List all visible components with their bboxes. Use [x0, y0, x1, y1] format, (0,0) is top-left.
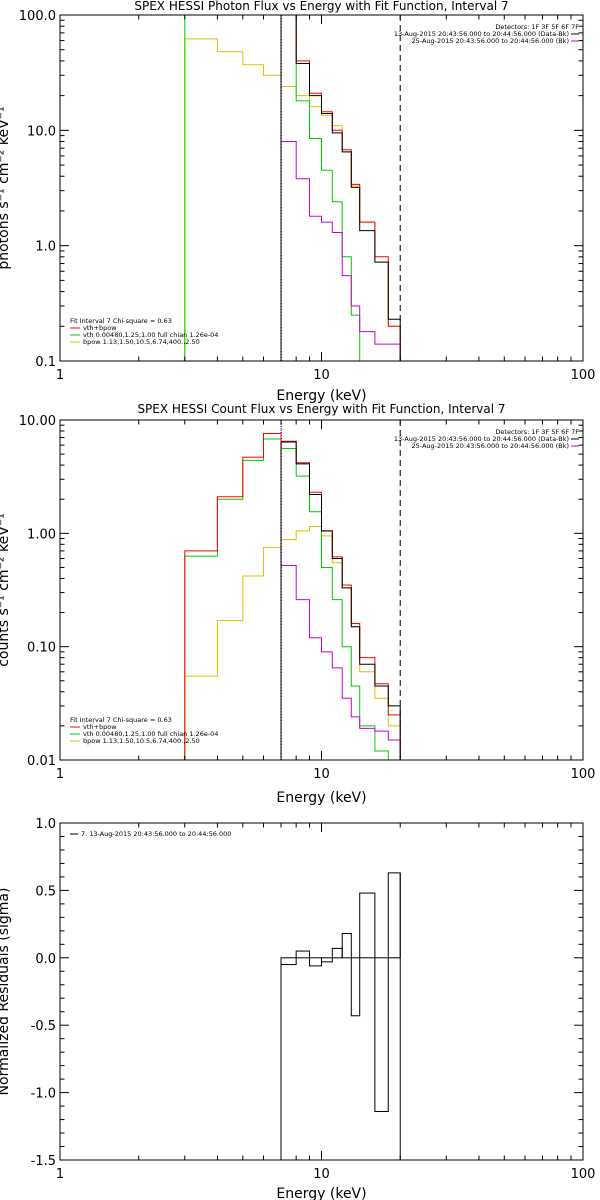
- series-bk: [280, 141, 401, 361]
- y-tick-label: -1.0: [31, 1087, 56, 1102]
- series-line: [184, 38, 401, 361]
- series-bpow: [184, 38, 401, 361]
- fit-info-legend: Fit Interval 7 Chi-square = 0.63vth+bpow…: [70, 716, 218, 745]
- series-data: [280, 441, 401, 760]
- y-tick-label: 10.0: [27, 124, 56, 139]
- y-tick-label: 1.0: [35, 240, 56, 255]
- fit-info-line: vth+bpow: [83, 324, 117, 332]
- y-tick-label: 0.10: [27, 641, 56, 656]
- residual-bar: [387, 872, 401, 959]
- series-line: [280, 441, 401, 760]
- series-bpow: [184, 526, 411, 761]
- fit-info-line: vth+bpow: [83, 723, 117, 731]
- x-tick-label: 1: [56, 767, 64, 782]
- y-tick-label: -0.5: [31, 1019, 56, 1034]
- series-line: [184, 433, 401, 760]
- fit-info-header: Fit Interval 7 Chi-square = 0.63: [70, 317, 172, 325]
- residual-bar: [341, 933, 352, 959]
- series-vth: [184, 438, 401, 761]
- y-tick-label: 0.0: [35, 952, 56, 967]
- residual-bar: [374, 957, 389, 1112]
- fit-info-line: bpow 1.13,1.50,10.5,6.74,400.,2.50: [83, 737, 200, 745]
- y-tick-label: 0.01: [27, 754, 56, 769]
- time-range-bk: 25-Aug-2015 20:43:56.000 to 20:44:56.000…: [412, 37, 569, 45]
- plot-area: [280, 872, 401, 1160]
- detectors-label: Detectors: 1F 3F 5F 6F 7F: [495, 428, 579, 436]
- plot-area: [280, 15, 401, 361]
- residual-bar: [295, 950, 311, 959]
- residual-legend: 7. 13-Aug-2015 20:43:56.000 to 20:44:56.…: [70, 830, 231, 838]
- series-vth-plus-bpow: [280, 14, 401, 361]
- x-tick-label: 100: [571, 1167, 596, 1182]
- series-data: [280, 14, 401, 361]
- y-tick-label: 10.00: [19, 414, 56, 429]
- x-axis-ticks: 1 10 100: [56, 15, 596, 383]
- fit-info-line: vth 0.00480,1.25,1.00 full chian 1.26e-0…: [83, 331, 218, 339]
- residual-bar: [321, 957, 333, 963]
- x-tick-label: 10: [313, 368, 330, 383]
- y-axis-ticks: -1.5 -1.0 -0.5 0.0 0.5 1.0: [31, 817, 583, 1169]
- y-axis-label: Normalized Residuals (sigma): [0, 888, 12, 1096]
- x-tick-label: 10: [313, 767, 330, 782]
- residual-bar: [350, 957, 361, 1017]
- y-axis-ticks: 0.01 0.10 1.00 10.00: [19, 414, 583, 769]
- chart-title: SPEX HESSI Count Flux vs Energy with Fit…: [137, 402, 505, 416]
- plot-frame: [59, 419, 584, 761]
- fit-info-legend: Fit Interval 7 Chi-square = 0.63vth+bpow…: [70, 317, 218, 346]
- y-tick-label: -1.5: [31, 1154, 56, 1169]
- x-tick-label: 100: [571, 368, 596, 383]
- y-tick-label: 1.0: [35, 817, 56, 832]
- residual-bar: [331, 947, 343, 959]
- y-tick-label: 100.0: [19, 9, 56, 24]
- series-vth-plus-bpow: [184, 433, 401, 760]
- series-line: [280, 565, 401, 760]
- time-range-data: 13-Aug-2015 20:43:56.000 to 20:44:56.000…: [394, 30, 569, 38]
- time-range-bk: 25-Aug-2015 20:43:56.000 to 20:44:56.000…: [412, 442, 569, 450]
- detectors-label: Detectors: 1F 3F 5F 6F 7F: [495, 23, 579, 31]
- series-vth: [184, 14, 401, 362]
- fit-info-line: vth 0.00480,1.25,1.00 full chian 1.26e-0…: [83, 730, 218, 738]
- x-tick-label: 10: [313, 1167, 330, 1182]
- series-line: [184, 14, 401, 362]
- series-bk: [280, 565, 401, 760]
- x-tick-label: 1: [56, 368, 64, 383]
- x-tick-label: 100: [571, 767, 596, 782]
- residual-bar: [280, 957, 297, 966]
- plot-frame: [59, 14, 584, 362]
- residual-bar: [359, 892, 376, 959]
- plot-area: [280, 420, 401, 760]
- x-axis-ticks: 1 10 100: [56, 420, 596, 782]
- x-axis-label: Energy (keV): [276, 790, 366, 806]
- chart-title: SPEX HESSI Photon Flux vs Energy with Fi…: [134, 0, 508, 13]
- y-axis-label: counts s⁻¹ cm⁻² keV⁻¹: [0, 513, 12, 667]
- y-tick-label: 0.5: [35, 884, 56, 899]
- x-axis-ticks: 1 10 100: [56, 823, 596, 1182]
- x-axis-label: Energy (keV): [276, 388, 366, 404]
- fit-info-line: bpow 1.13,1.50,10.5,6.74,400.,2.50: [83, 338, 200, 346]
- series-line: [184, 526, 411, 761]
- y-axis-label: photons s⁻¹ cm⁻² keV⁻¹: [0, 106, 12, 269]
- time-range-data: 13-Aug-2015 20:43:56.000 to 20:44:56.000…: [394, 435, 569, 443]
- y-tick-label: 0.1: [35, 355, 56, 370]
- plot-frame: [59, 822, 584, 1161]
- series-line: [184, 438, 401, 761]
- fit-info-header: Fit Interval 7 Chi-square = 0.63: [70, 716, 172, 724]
- x-axis-label: Energy (keV): [276, 1186, 366, 1200]
- series-line: [280, 14, 401, 361]
- legend-label: 7. 13-Aug-2015 20:43:56.000 to 20:44:56.…: [81, 830, 231, 838]
- residual-bar: [309, 957, 323, 967]
- series-line: [280, 14, 401, 361]
- x-tick-label: 1: [56, 1167, 64, 1182]
- y-tick-label: 1.00: [27, 527, 56, 542]
- series-line: [280, 141, 401, 361]
- y-axis-ticks: 0.1 1.0 10.0 100.0: [19, 9, 583, 370]
